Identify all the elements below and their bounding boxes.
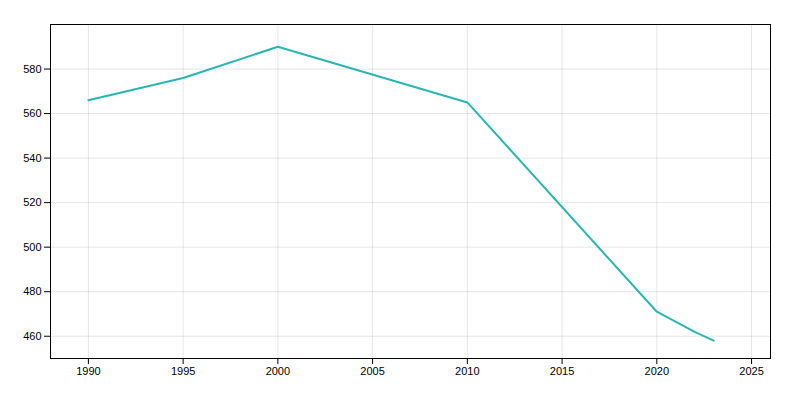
svg-text:2005: 2005 [360, 365, 384, 377]
svg-text:500: 500 [23, 241, 41, 253]
svg-text:2025: 2025 [739, 365, 763, 377]
svg-text:480: 480 [23, 285, 41, 297]
svg-text:580: 580 [23, 63, 41, 75]
svg-text:2020: 2020 [645, 365, 669, 377]
svg-text:520: 520 [23, 196, 41, 208]
svg-text:1990: 1990 [76, 365, 100, 377]
svg-text:1995: 1995 [171, 365, 195, 377]
svg-text:460: 460 [23, 330, 41, 342]
svg-text:2000: 2000 [266, 365, 290, 377]
svg-text:2015: 2015 [550, 365, 574, 377]
svg-text:540: 540 [23, 152, 41, 164]
svg-text:2010: 2010 [455, 365, 479, 377]
svg-text:560: 560 [23, 107, 41, 119]
